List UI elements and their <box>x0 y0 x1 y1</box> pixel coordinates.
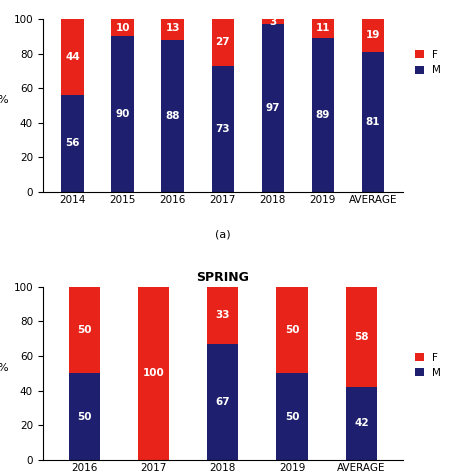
Bar <box>262 24 284 192</box>
Text: 100: 100 <box>143 368 164 378</box>
Bar <box>262 19 284 24</box>
Text: 97: 97 <box>265 103 280 113</box>
Text: (a): (a) <box>215 230 230 240</box>
Bar <box>346 287 377 387</box>
Text: 44: 44 <box>65 52 80 62</box>
Text: 42: 42 <box>354 419 369 428</box>
Y-axis label: %: % <box>0 95 8 105</box>
Bar <box>211 19 234 65</box>
Text: 11: 11 <box>316 24 330 34</box>
Bar <box>162 40 184 192</box>
Bar <box>111 36 134 192</box>
Text: 27: 27 <box>216 37 230 47</box>
Text: 73: 73 <box>216 124 230 134</box>
Title: SPRING: SPRING <box>196 271 249 284</box>
Text: 50: 50 <box>77 411 91 421</box>
Bar <box>346 387 377 460</box>
Text: 90: 90 <box>116 109 130 119</box>
Bar <box>69 287 100 374</box>
Bar <box>138 287 169 460</box>
Bar <box>162 17 184 40</box>
Legend: F, M: F, M <box>415 50 441 75</box>
Text: 50: 50 <box>77 325 91 335</box>
Bar <box>311 19 334 38</box>
Bar <box>276 374 308 460</box>
Bar <box>207 287 238 344</box>
Text: 33: 33 <box>216 310 230 320</box>
Bar <box>362 52 384 192</box>
Text: 58: 58 <box>354 332 369 342</box>
Text: 3: 3 <box>269 17 276 27</box>
Y-axis label: %: % <box>0 364 8 374</box>
Bar <box>276 287 308 374</box>
Bar <box>62 19 84 95</box>
Bar <box>211 65 234 192</box>
Bar <box>207 344 238 460</box>
Bar <box>111 19 134 36</box>
Text: 88: 88 <box>165 111 180 121</box>
Text: 89: 89 <box>316 110 330 120</box>
Text: 81: 81 <box>365 117 380 127</box>
Bar <box>69 374 100 460</box>
Text: 10: 10 <box>116 23 130 33</box>
Text: 67: 67 <box>216 397 230 407</box>
Bar <box>311 38 334 192</box>
Bar <box>62 95 84 192</box>
Text: 13: 13 <box>165 24 180 34</box>
Text: 19: 19 <box>366 30 380 40</box>
Legend: F, M: F, M <box>415 353 441 378</box>
Text: 50: 50 <box>285 411 299 421</box>
Text: 56: 56 <box>65 138 80 148</box>
Text: 50: 50 <box>285 325 299 335</box>
Bar <box>362 19 384 52</box>
